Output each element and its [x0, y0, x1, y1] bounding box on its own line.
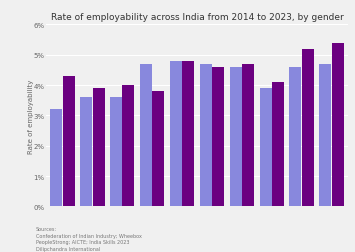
- Bar: [332, 43, 344, 207]
- Title: Rate of employability across India from 2014 to 2023, by gender: Rate of employability across India from …: [51, 13, 343, 22]
- Bar: [170, 61, 182, 207]
- Bar: [182, 61, 194, 207]
- Bar: [242, 65, 254, 207]
- Bar: [140, 65, 152, 207]
- Bar: [122, 86, 135, 207]
- Bar: [230, 68, 242, 207]
- Bar: [320, 65, 331, 207]
- Bar: [289, 68, 301, 207]
- Bar: [260, 89, 272, 207]
- Bar: [63, 77, 75, 207]
- Bar: [93, 89, 105, 207]
- Text: Sources:
Confederation of Indian Industry; Wheebox
PeopleStrong; AICTE; India Sk: Sources: Confederation of Indian Industr…: [36, 226, 141, 251]
- Y-axis label: Rate of employability: Rate of employability: [28, 79, 34, 153]
- Bar: [200, 65, 212, 207]
- Bar: [50, 110, 62, 207]
- Bar: [110, 98, 122, 207]
- Bar: [212, 68, 224, 207]
- Bar: [302, 49, 314, 207]
- Bar: [80, 98, 92, 207]
- Bar: [152, 92, 164, 207]
- Bar: [272, 83, 284, 207]
